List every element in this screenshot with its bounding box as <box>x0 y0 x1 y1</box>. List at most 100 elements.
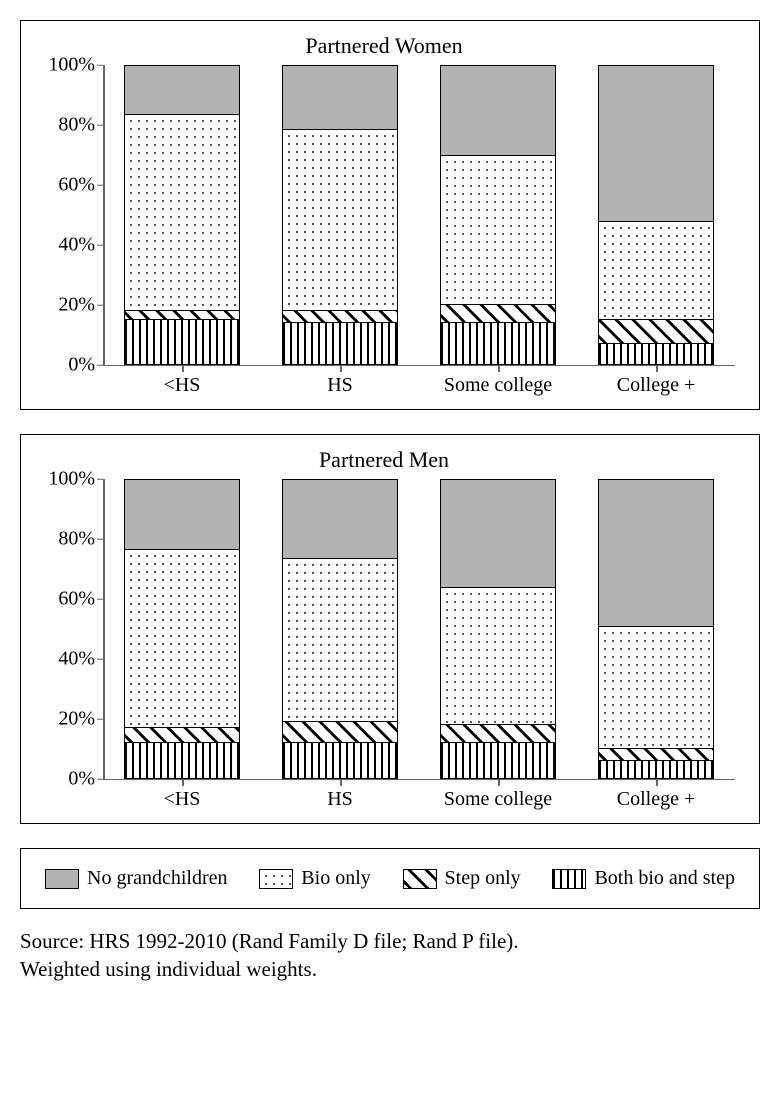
bar-segment-bio_only <box>599 626 714 748</box>
x-tick-label: HS <box>261 788 419 811</box>
legend-item: Bio only <box>259 867 370 890</box>
stacked-bar <box>598 479 715 779</box>
bar-segment-bio_only <box>125 114 240 311</box>
bar-segment-step_only <box>599 319 714 343</box>
bar-slot <box>103 479 261 779</box>
plot-area: 0%20%40%60%80%100% <box>103 479 735 780</box>
bar-segment-step_only <box>125 727 240 742</box>
y-tick-label: 0% <box>68 354 95 377</box>
bar-segment-both <box>441 322 556 364</box>
x-tick-label: College + <box>577 788 735 811</box>
bar-segment-both <box>599 760 714 778</box>
x-tick-mark <box>498 780 500 786</box>
bar-segment-step_only <box>441 724 556 742</box>
x-tick-mark <box>498 366 500 372</box>
y-tick-label: 0% <box>68 768 95 791</box>
legend-swatch <box>552 869 586 889</box>
y-tick-label: 80% <box>58 528 95 551</box>
legend-item: Step only <box>403 867 521 890</box>
y-tick-label: 40% <box>58 648 95 671</box>
x-tick-label: Some college <box>419 788 577 811</box>
y-axis: 0%20%40%60%80%100% <box>33 479 103 779</box>
x-tick-label: HS <box>261 374 419 397</box>
bar-slot <box>419 65 577 365</box>
legend-label: Bio only <box>301 867 370 890</box>
bar-segment-no_grand <box>283 480 398 557</box>
legend-swatch <box>403 869 437 889</box>
x-tick-mark <box>340 780 342 786</box>
x-tick-label: College + <box>577 374 735 397</box>
stacked-bar <box>124 65 241 365</box>
legend-swatch <box>259 869 293 889</box>
x-axis: <HSHSSome collegeCollege + <box>103 374 735 397</box>
bar-slot <box>577 65 735 365</box>
bars-container <box>103 479 735 779</box>
bar-segment-step_only <box>441 304 556 322</box>
y-tick-label: 20% <box>58 294 95 317</box>
source-line: Source: HRS 1992-2010 (Rand Family D fil… <box>20 927 760 955</box>
y-tick-label: 100% <box>48 468 95 491</box>
stacked-bar <box>598 65 715 365</box>
bar-segment-no_grand <box>283 66 398 129</box>
x-tick-mark <box>340 366 342 372</box>
chart-title: Partnered Women <box>33 33 735 59</box>
y-tick-label: 60% <box>58 174 95 197</box>
y-tick-label: 60% <box>58 588 95 611</box>
bar-segment-both <box>125 319 240 364</box>
bar-segment-no_grand <box>599 66 714 221</box>
x-tick-label: <HS <box>103 788 261 811</box>
chart-title: Partnered Men <box>33 447 735 473</box>
bar-segment-no_grand <box>125 66 240 114</box>
bar-segment-bio_only <box>283 129 398 311</box>
x-tick-mark <box>182 366 184 372</box>
bar-segment-step_only <box>599 748 714 760</box>
bar-segment-step_only <box>125 310 240 319</box>
bar-segment-step_only <box>283 721 398 742</box>
x-tick-label: <HS <box>103 374 261 397</box>
x-tick-label: Some college <box>419 374 577 397</box>
stacked-bar <box>440 65 557 365</box>
source-line: Weighted using individual weights. <box>20 955 760 983</box>
legend-item: Both bio and step <box>552 867 735 890</box>
x-axis: <HSHSSome collegeCollege + <box>103 788 735 811</box>
bar-slot <box>577 479 735 779</box>
y-tick-label: 20% <box>58 708 95 731</box>
bar-slot <box>261 65 419 365</box>
plot-area: 0%20%40%60%80%100% <box>103 65 735 366</box>
bar-segment-step_only <box>283 310 398 322</box>
bar-segment-no_grand <box>599 480 714 626</box>
bars-container <box>103 65 735 365</box>
stacked-bar <box>282 479 399 779</box>
x-tick-mark <box>182 780 184 786</box>
legend-label: No grandchildren <box>87 867 228 890</box>
y-tick-label: 80% <box>58 114 95 137</box>
bar-segment-no_grand <box>441 480 556 587</box>
legend-swatch <box>45 869 79 889</box>
bar-segment-both <box>599 343 714 364</box>
legend-label: Step only <box>445 867 521 890</box>
bar-segment-bio_only <box>283 558 398 722</box>
bar-segment-both <box>283 322 398 364</box>
x-tick-mark <box>656 366 658 372</box>
stacked-bar <box>282 65 399 365</box>
bar-slot <box>261 479 419 779</box>
bar-segment-bio_only <box>441 155 556 304</box>
chart-panel: Partnered Men0%20%40%60%80%100%<HSHSSome… <box>20 434 760 824</box>
bar-segment-bio_only <box>125 549 240 728</box>
legend: No grandchildren Bio only Step only Both bi… <box>20 848 760 909</box>
bar-segment-no_grand <box>125 480 240 549</box>
chart-panel: Partnered Women0%20%40%60%80%100%<HSHSSo… <box>20 20 760 410</box>
stacked-bar <box>124 479 241 779</box>
bar-segment-bio_only <box>599 221 714 319</box>
y-tick-label: 100% <box>48 54 95 77</box>
legend-item: No grandchildren <box>45 867 228 890</box>
stacked-bar <box>440 479 557 779</box>
source-note: Source: HRS 1992-2010 (Rand Family D fil… <box>20 927 760 984</box>
legend-label: Both bio and step <box>594 867 735 890</box>
x-tick-mark <box>656 780 658 786</box>
bar-segment-both <box>125 742 240 778</box>
bar-segment-bio_only <box>441 587 556 724</box>
y-tick-label: 40% <box>58 234 95 257</box>
bar-segment-no_grand <box>441 66 556 155</box>
bar-segment-both <box>283 742 398 778</box>
